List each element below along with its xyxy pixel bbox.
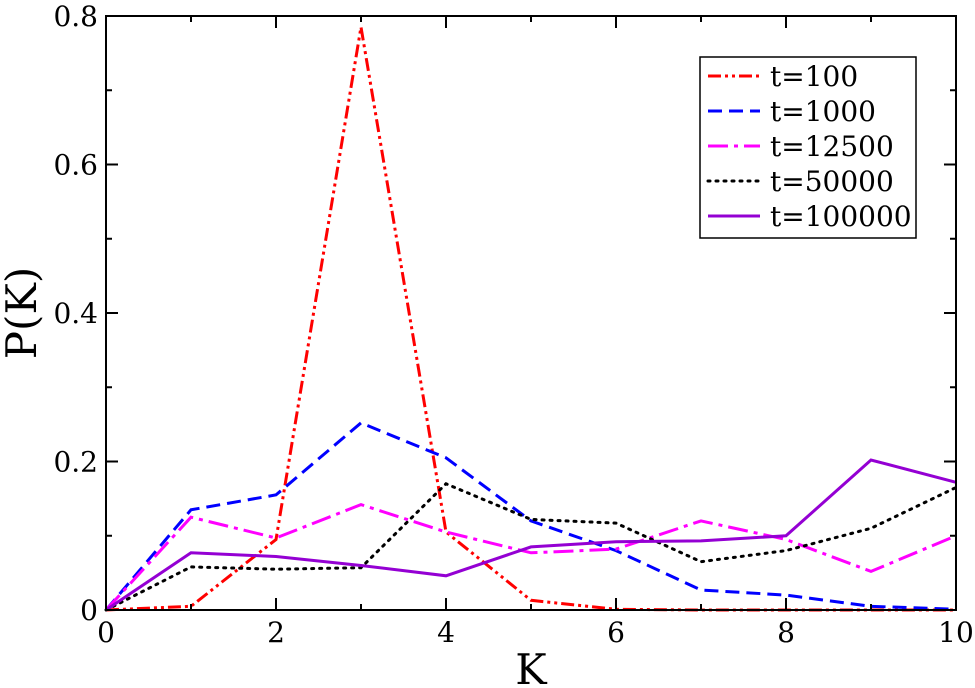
- series-line-3: [104, 503, 957, 612]
- x-tick-label: 10: [938, 616, 974, 649]
- y-tick-label: 0: [80, 594, 98, 627]
- series-line-5: [105, 458, 957, 612]
- legend-label-3: t=12500: [770, 130, 894, 163]
- series-line-2: [104, 421, 957, 611]
- y-tick-label: 0.6: [53, 149, 98, 182]
- legend-label-2: t=1000: [770, 95, 876, 128]
- x-tick-label: 4: [437, 616, 455, 649]
- x-tick-label: 2: [267, 616, 285, 649]
- y-axis-title: P(K): [0, 267, 46, 359]
- x-tick-label: 0: [97, 616, 115, 649]
- series-line-4: [104, 482, 958, 612]
- x-tick-label: 6: [607, 616, 625, 649]
- legend-label-1: t=100: [770, 60, 858, 93]
- x-tick-label: 8: [777, 616, 795, 649]
- legend-label-5: t=100000: [770, 200, 912, 233]
- legend-label-4: t=50000: [770, 165, 894, 198]
- y-tick-label: 0.2: [53, 446, 98, 479]
- axis-ticks: 0 2 4 6 8 10 0 0.2 0.4 0.6 0.8: [53, 0, 973, 649]
- y-tick-label: 0.4: [53, 297, 98, 330]
- x-axis-title: K: [515, 645, 548, 688]
- y-tick-label: 0.8: [53, 0, 98, 33]
